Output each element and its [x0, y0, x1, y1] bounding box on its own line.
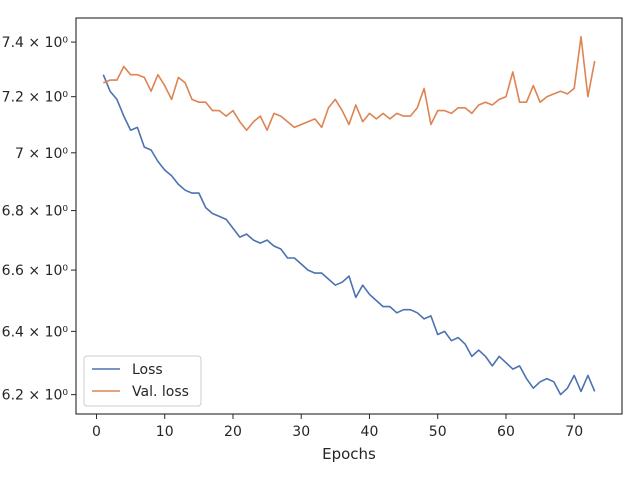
plot-area — [75, 17, 623, 415]
y-axis: 6.2 × 10⁰ 6.4 × 10⁰ 6.6 × 10⁰ 6.8 × 10⁰ 7 × … — [2, 35, 76, 404]
y-tick-label: 6.4 × 10⁰ — [2, 324, 69, 340]
x-tick-label: 50 — [429, 424, 447, 440]
y-tick-label: 7.4 × 10⁰ — [2, 35, 69, 51]
x-tick-label: 60 — [497, 424, 515, 440]
y-tick-label: 7 × 10⁰ — [15, 146, 68, 162]
x-tick-label: 40 — [361, 424, 379, 440]
legend-label: Val. loss — [132, 384, 189, 400]
series-layer — [102, 35, 596, 396]
legend-label: Loss — [132, 362, 163, 378]
x-tick-label: 20 — [224, 424, 242, 440]
y-tick-label: 6.8 × 10⁰ — [2, 204, 69, 220]
y-tick-label: 6.6 × 10⁰ — [2, 263, 69, 279]
plot-frame — [75, 17, 623, 415]
x-tick-label: 10 — [156, 424, 174, 440]
series-line-loss — [102, 74, 596, 396]
x-tick-label: 30 — [292, 424, 310, 440]
x-tick-label: 70 — [565, 424, 583, 440]
y-tick-label: 6.2 × 10⁰ — [2, 388, 69, 404]
y-tick-label: 7.2 × 10⁰ — [2, 90, 69, 106]
series-line-val-loss — [102, 35, 596, 131]
x-axis: 0 10 20 30 40 50 60 70 — [92, 414, 583, 440]
x-axis-label: Epochs — [322, 445, 376, 463]
legend: Loss Val. loss — [83, 355, 202, 407]
x-tick-label: 0 — [92, 424, 101, 440]
